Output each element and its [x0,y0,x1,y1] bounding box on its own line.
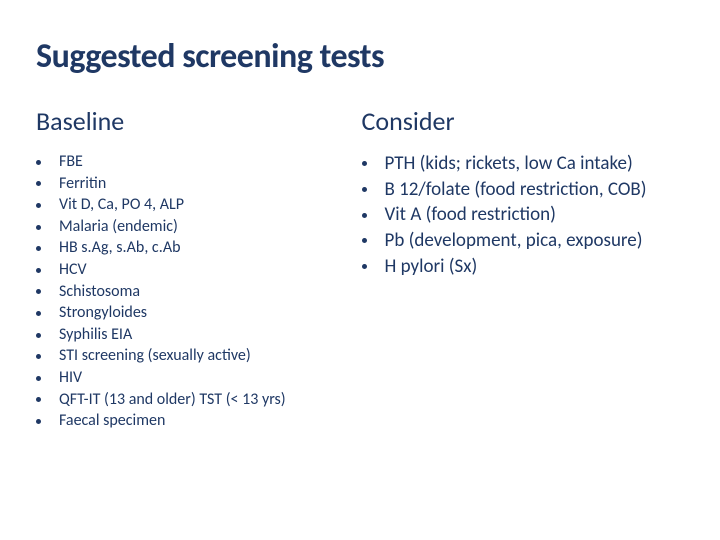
list-item: STI screening (sexually active) [36,345,354,367]
slide: Suggested screening tests Baseline FBE F… [0,0,720,540]
consider-heading: Consider [362,105,680,137]
consider-column: Consider PTH (kids; rickets, low Ca inta… [362,105,680,432]
bullet-icon [36,419,41,424]
bullet-icon [362,213,367,218]
list-item: Strongyloides [36,302,354,324]
slide-title: Suggested screening tests [36,36,684,77]
list-item: HIV [36,367,354,389]
list-item-label: Faecal specimen [59,410,165,432]
list-item: HB s.Ag, s.Ab, c.Ab [36,237,354,259]
bullet-icon [36,181,41,186]
list-item-label: FBE [59,151,83,173]
bullet-icon [36,397,41,402]
list-item: HCV [36,259,354,281]
bullet-icon [36,289,41,294]
bullet-icon [36,268,41,273]
bullet-icon [362,161,367,166]
list-item: H pylori (Sx) [362,254,680,280]
list-item-label: Strongyloides [59,302,147,324]
list-item-label: Pb (development, pica, exposure) [385,228,643,254]
list-item-label: Syphilis EIA [59,324,132,346]
list-item: Vit D, Ca, PO 4, ALP [36,194,354,216]
list-item-label: Vit D, Ca, PO 4, ALP [59,194,184,216]
list-item: FBE [36,151,354,173]
list-item-label: HB s.Ag, s.Ab, c.Ab [59,237,180,259]
columns: Baseline FBE Ferritin Vit D, Ca, PO 4, A… [36,105,684,432]
consider-list: PTH (kids; rickets, low Ca intake) B 12/… [362,151,680,279]
baseline-heading: Baseline [36,105,354,137]
list-item-label: H pylori (Sx) [385,254,478,280]
bullet-icon [36,246,41,251]
bullet-icon [36,333,41,338]
list-item-label: Malaria (endemic) [59,216,178,238]
bullet-icon [362,264,367,269]
list-item: Schistosoma [36,281,354,303]
list-item: Faecal specimen [36,410,354,432]
list-item: Vit A (food restriction) [362,202,680,228]
list-item-label: Schistosoma [59,281,140,303]
bullet-icon [36,376,41,381]
list-item-label: B 12/folate (food restriction, COB) [385,177,647,203]
list-item: B 12/folate (food restriction, COB) [362,177,680,203]
bullet-icon [362,238,367,243]
list-item-label: STI screening (sexually active) [59,345,251,367]
list-item-label: HCV [59,259,87,281]
list-item-label: Vit A (food restriction) [385,202,556,228]
list-item: PTH (kids; rickets, low Ca intake) [362,151,680,177]
list-item-label: Ferritin [59,173,106,195]
baseline-list: FBE Ferritin Vit D, Ca, PO 4, ALP Malari… [36,151,354,432]
list-item-label: HIV [59,367,82,389]
list-item-label: QFT-IT (13 and older) TST (< 13 yrs) [59,389,286,411]
list-item: Ferritin [36,173,354,195]
list-item: Malaria (endemic) [36,216,354,238]
bullet-icon [362,187,367,192]
list-item: Pb (development, pica, exposure) [362,228,680,254]
bullet-icon [36,203,41,208]
bullet-icon [36,160,41,165]
baseline-column: Baseline FBE Ferritin Vit D, Ca, PO 4, A… [36,105,354,432]
bullet-icon [36,354,41,359]
list-item: QFT-IT (13 and older) TST (< 13 yrs) [36,389,354,411]
list-item-label: PTH (kids; rickets, low Ca intake) [385,151,633,177]
list-item: Syphilis EIA [36,324,354,346]
bullet-icon [36,311,41,316]
bullet-icon [36,225,41,230]
